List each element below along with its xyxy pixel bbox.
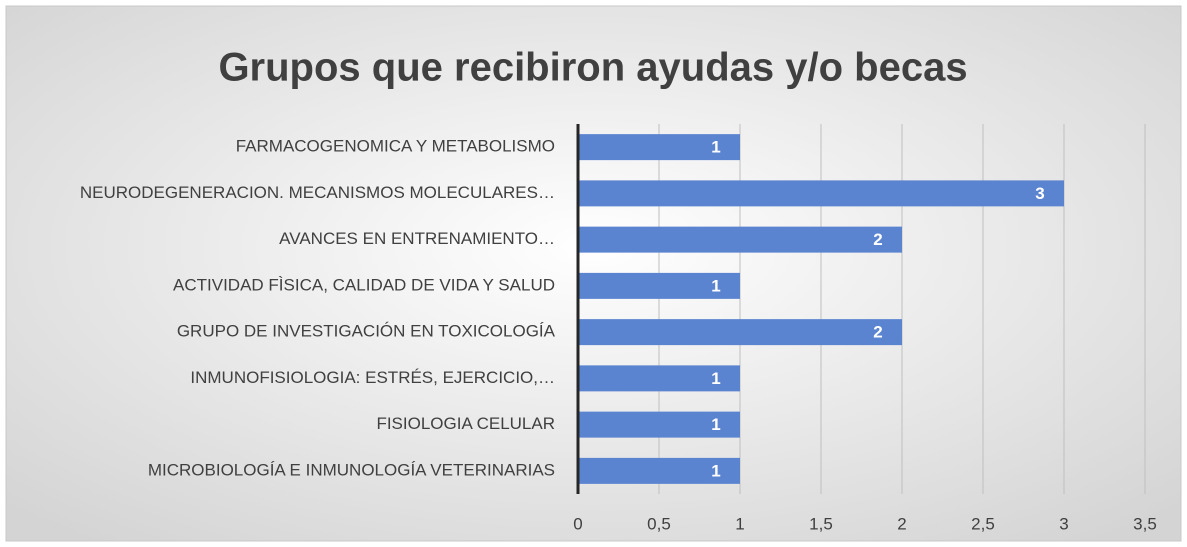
bar: [578, 457, 740, 484]
y-tick-label: FARMACOGENOMICA Y METABOLISMO: [236, 137, 555, 156]
data-label: 2: [873, 323, 882, 342]
x-tick-label: 2: [897, 514, 906, 533]
y-tick-label: NEURODEGENERACION. MECANISMOS MOLECULARE…: [80, 183, 555, 202]
y-tick-label: AVANCES EN ENTRENAMIENTO…: [279, 229, 555, 248]
data-label: 1: [711, 276, 720, 295]
y-tick-label: INMUNOFISIOLOGIA: ESTRÉS, EJERCICIO,…: [190, 368, 555, 387]
x-tick-label: 1,5: [809, 514, 833, 533]
y-tick-label: ACTIVIDAD FÌSICA, CALIDAD DE VIDA Y SALU…: [173, 275, 555, 294]
data-label: 3: [1035, 184, 1044, 203]
chart-title: Grupos que recibiron ayudas y/o becas: [218, 46, 967, 90]
y-tick-label: GRUPO DE INVESTIGACIÓN EN TOXICOLOGÍA: [177, 322, 556, 341]
data-label: 1: [711, 369, 720, 388]
bar: [578, 365, 740, 392]
y-tick-label: MICROBIOLOGÍA E INMUNOLOGÍA VETERINARIAS: [148, 460, 555, 479]
x-tick-label: 1: [735, 514, 744, 533]
x-tick-label: 3: [1059, 514, 1068, 533]
x-tick-label: 0: [573, 514, 582, 533]
data-label: 1: [711, 138, 720, 157]
data-label: 2: [873, 230, 882, 249]
y-tick-label: FISIOLOGIA CELULAR: [376, 414, 555, 433]
data-label: 1: [711, 461, 720, 480]
bar: [578, 180, 1064, 207]
bar: [578, 226, 902, 253]
x-tick-label: 3,5: [1133, 514, 1157, 533]
bar: [578, 134, 740, 161]
x-tick-label: 0,5: [647, 514, 671, 533]
bar: [578, 272, 740, 299]
bar: [578, 319, 902, 346]
data-label: 1: [711, 415, 720, 434]
x-tick-label: 2,5: [971, 514, 995, 533]
bar: [578, 411, 740, 438]
